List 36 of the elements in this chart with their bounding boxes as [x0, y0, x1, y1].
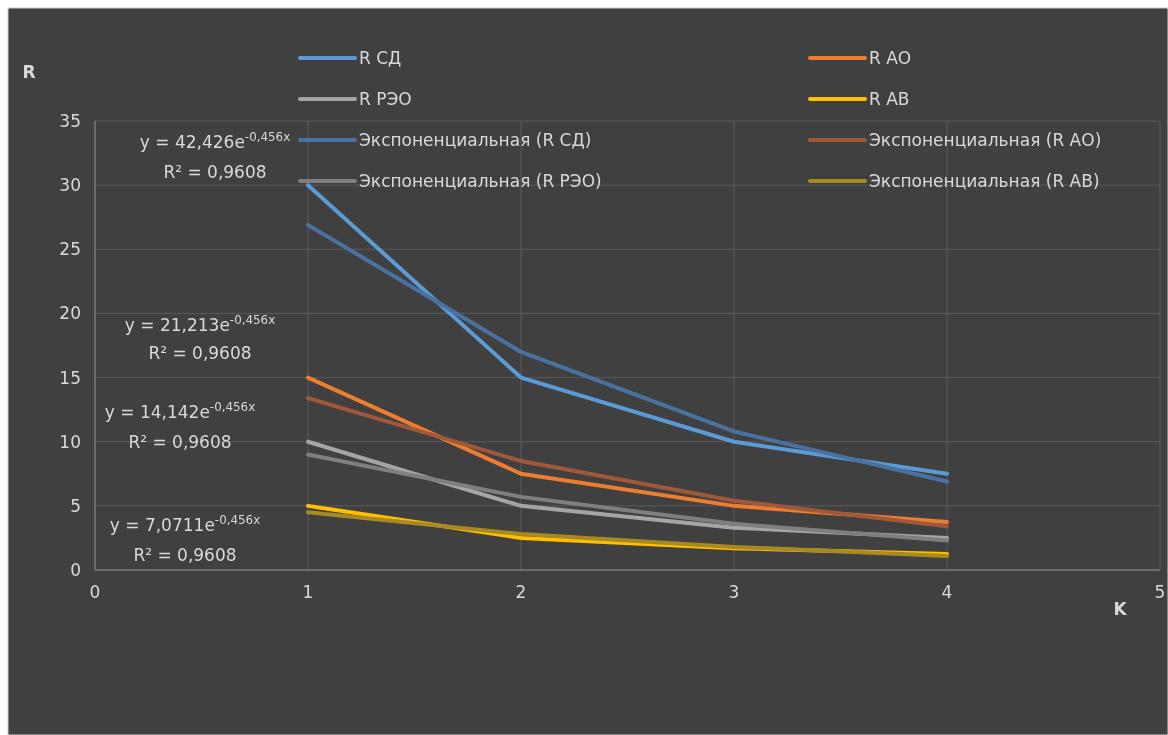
annotation: y = 7,0711e$^{-0,456x}$: [109, 512, 261, 535]
annotation: R² = 0,9608: [163, 161, 267, 182]
x-tick-label: 5: [1154, 582, 1166, 602]
legend-label: R АО: [869, 47, 912, 68]
y-axis-title: R: [22, 62, 36, 82]
legend-label: Экспоненциальная (R РЭО): [359, 170, 602, 191]
line-series: [306, 396, 949, 529]
line-series: [306, 510, 949, 558]
legend-label: Экспоненциальная (R АО): [869, 129, 1102, 150]
y-tick-label: 10: [59, 431, 81, 452]
y-tick-label: 5: [70, 495, 81, 516]
legend-label: R СД: [359, 47, 402, 68]
x-axis-title: K: [1113, 599, 1128, 619]
annotation: R² = 0,9608: [148, 342, 252, 363]
legend-label: R АВ: [869, 88, 910, 109]
y-tick-label: 20: [59, 303, 81, 324]
legend-label: R РЭО: [359, 88, 412, 109]
x-tick-label: 4: [941, 582, 953, 602]
annotation: R² = 0,9608: [133, 544, 237, 565]
y-tick-label: 35: [59, 110, 81, 131]
line-series: [306, 452, 949, 543]
x-tick-label: 2: [515, 582, 527, 602]
annotation: y = 42,426e$^{-0,456x}$: [139, 129, 291, 152]
annotation: y = 14,142e$^{-0,456x}$: [104, 399, 256, 422]
x-tick-label: 0: [89, 582, 101, 602]
y-tick-label: 15: [59, 367, 81, 388]
legend-label: Экспоненциальная (R АВ): [869, 170, 1100, 191]
line-series: [306, 222, 949, 484]
y-tick-label: 25: [59, 239, 81, 260]
annotation: y = 21,213e$^{-0,456x}$: [124, 312, 276, 335]
y-tick-label: 0: [70, 559, 81, 580]
x-tick-label: 3: [728, 582, 740, 602]
annotation: R² = 0,9608: [128, 431, 232, 452]
y-tick-label: 30: [59, 175, 81, 196]
x-tick-label: 1: [302, 582, 314, 602]
legend-label: Экспоненциальная (R СД): [359, 129, 592, 150]
